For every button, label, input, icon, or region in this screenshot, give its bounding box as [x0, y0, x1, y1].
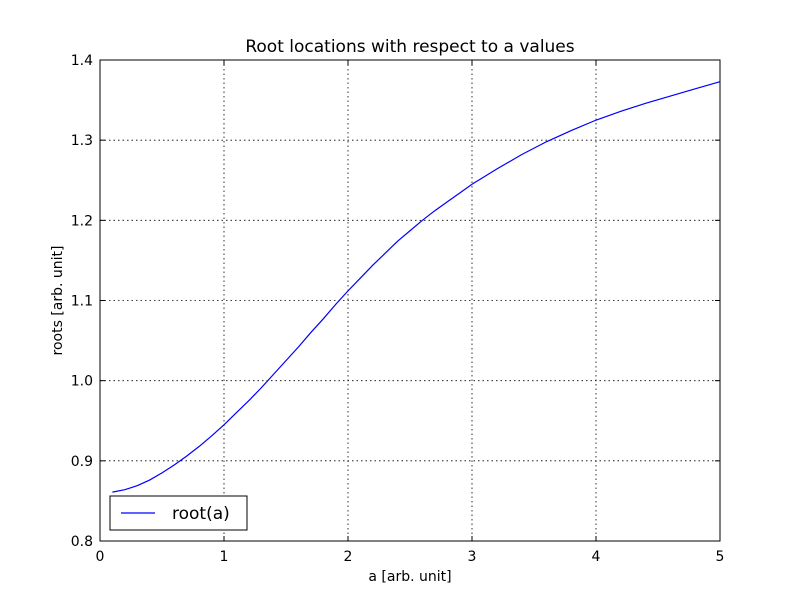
x-tick-label: 2 [344, 549, 353, 565]
series-layer [112, 81, 721, 493]
x-tick-label: 1 [220, 549, 229, 565]
y-tick-label: 1.2 [71, 213, 93, 229]
x-axis-label: a [arb. unit] [368, 569, 451, 585]
legend-label: root(a) [172, 504, 230, 524]
y-tick-label: 0.9 [71, 454, 93, 470]
y-tick-label: 1.3 [71, 133, 93, 149]
y-tick-label: 1.1 [71, 294, 93, 310]
y-tick-label: 1.4 [71, 53, 93, 69]
x-tick-label: 4 [592, 549, 601, 565]
x-tick-label: 0 [96, 549, 105, 565]
y-tick-label: 1.0 [71, 374, 93, 390]
legend: root(a) [109, 495, 248, 531]
grid-layer [100, 60, 720, 541]
ticks-layer: 0 1 2 3 4 5 0.8 0.9 1.0 1.1 1.2 1.3 1.4 [71, 53, 725, 565]
x-tick-label: 5 [716, 549, 725, 565]
x-tick-label: 3 [468, 549, 477, 565]
y-axis-label: roots [arb. unit] [50, 246, 66, 356]
series-line [112, 81, 721, 493]
y-tick-label: 0.8 [71, 534, 93, 550]
chart-title: Root locations with respect to a values [245, 37, 574, 57]
